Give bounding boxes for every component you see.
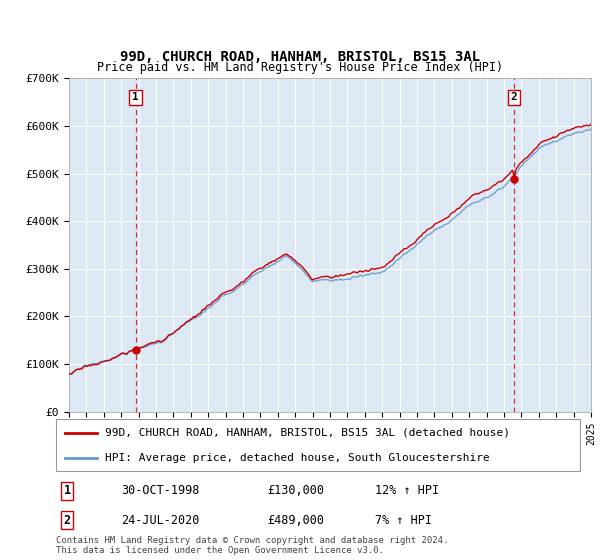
Text: HPI: Average price, detached house, South Gloucestershire: HPI: Average price, detached house, Sout… [105,452,490,463]
Text: 99D, CHURCH ROAD, HANHAM, BRISTOL, BS15 3AL (detached house): 99D, CHURCH ROAD, HANHAM, BRISTOL, BS15 … [105,428,510,438]
FancyBboxPatch shape [56,419,580,471]
Text: 2: 2 [64,514,71,526]
Text: Contains HM Land Registry data © Crown copyright and database right 2024.
This d: Contains HM Land Registry data © Crown c… [56,536,449,556]
Text: 12% ↑ HPI: 12% ↑ HPI [375,484,439,497]
Text: 24-JUL-2020: 24-JUL-2020 [121,514,200,526]
Text: 30-OCT-1998: 30-OCT-1998 [121,484,200,497]
Text: £489,000: £489,000 [267,514,324,526]
Text: 1: 1 [64,484,71,497]
Text: 1: 1 [132,92,139,102]
Text: 99D, CHURCH ROAD, HANHAM, BRISTOL, BS15 3AL: 99D, CHURCH ROAD, HANHAM, BRISTOL, BS15 … [120,50,480,64]
Text: 2: 2 [511,92,517,102]
Text: £130,000: £130,000 [267,484,324,497]
Text: 7% ↑ HPI: 7% ↑ HPI [375,514,432,526]
Text: Price paid vs. HM Land Registry's House Price Index (HPI): Price paid vs. HM Land Registry's House … [97,61,503,74]
